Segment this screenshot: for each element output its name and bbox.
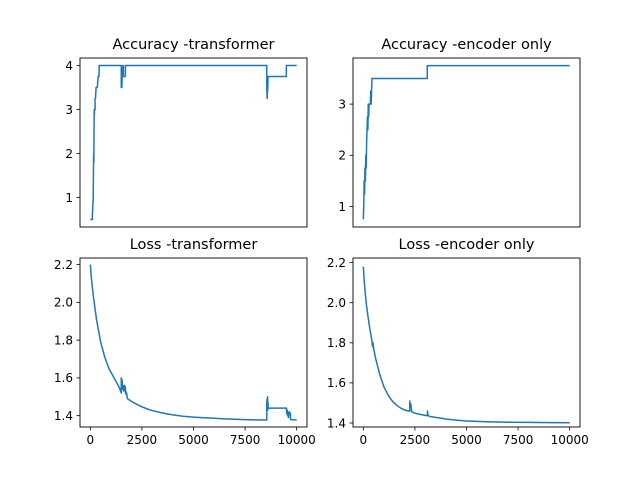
x-tick-label: 5000 [451, 433, 482, 447]
axes-frame [352, 57, 581, 228]
y-tick-label: 1.6 [327, 376, 346, 390]
y-tick-label: 1.4 [54, 409, 73, 423]
subplot-title: Loss -transformer [130, 237, 258, 253]
y-tick-label: 1.6 [54, 371, 73, 385]
series-line-1 [362, 266, 570, 424]
subplot-title: Loss -encoder only [399, 237, 535, 253]
series-line-1 [362, 64, 570, 220]
y-tick-label: 1 [65, 191, 73, 205]
y-tick-label: 3 [65, 103, 73, 117]
x-tick-label: 2500 [400, 433, 431, 447]
y-tick-label: 2.2 [54, 258, 73, 272]
x-tick-label: 10000 [551, 433, 589, 447]
y-tick-label: 2 [338, 149, 346, 163]
x-tick-label: 0 [359, 433, 367, 447]
y-tick-label: 2.2 [327, 256, 346, 270]
subplot-1: Accuracy -transformer 1 2 3 4 [65, 37, 308, 228]
x-tick-label: 7500 [230, 433, 261, 447]
subplot-title: Accuracy -encoder only [381, 37, 552, 53]
subplot-grid: Accuracy -transformer 1 2 3 4 Accuracy -encod… [54, 37, 589, 447]
y-tick-label: 4 [65, 59, 73, 73]
subplot-3: Loss -transformer 1.4 1.6 1.8 2.0 2.2 0 2500 500… [54, 237, 316, 447]
y-tick-label: 1.4 [327, 416, 346, 430]
y-tick-label: 2.0 [54, 296, 73, 310]
subplot-2: Accuracy -encoder only 1 2 3 [338, 37, 581, 228]
y-tick-label: 3 [338, 97, 346, 111]
subplot-title: Accuracy -transformer [112, 37, 274, 53]
y-tick-label: 2 [65, 147, 73, 161]
series-line-1 [90, 64, 297, 221]
x-tick-label: 5000 [178, 433, 209, 447]
x-tick-label: 2500 [127, 433, 158, 447]
subplot-4: Loss -encoder only 1.4 1.6 1.8 2.0 2.2 0 2500 50… [327, 237, 589, 447]
x-tick-label: 10000 [278, 433, 316, 447]
y-tick-label: 1.8 [54, 333, 73, 347]
y-tick-label: 2.0 [327, 296, 346, 310]
axes-frame [79, 57, 308, 228]
y-tick-label: 1.8 [327, 336, 346, 350]
x-tick-label: 7500 [503, 433, 534, 447]
y-tick-label: 1 [338, 200, 346, 214]
series-line-1 [89, 264, 297, 421]
x-tick-label: 0 [86, 433, 94, 447]
